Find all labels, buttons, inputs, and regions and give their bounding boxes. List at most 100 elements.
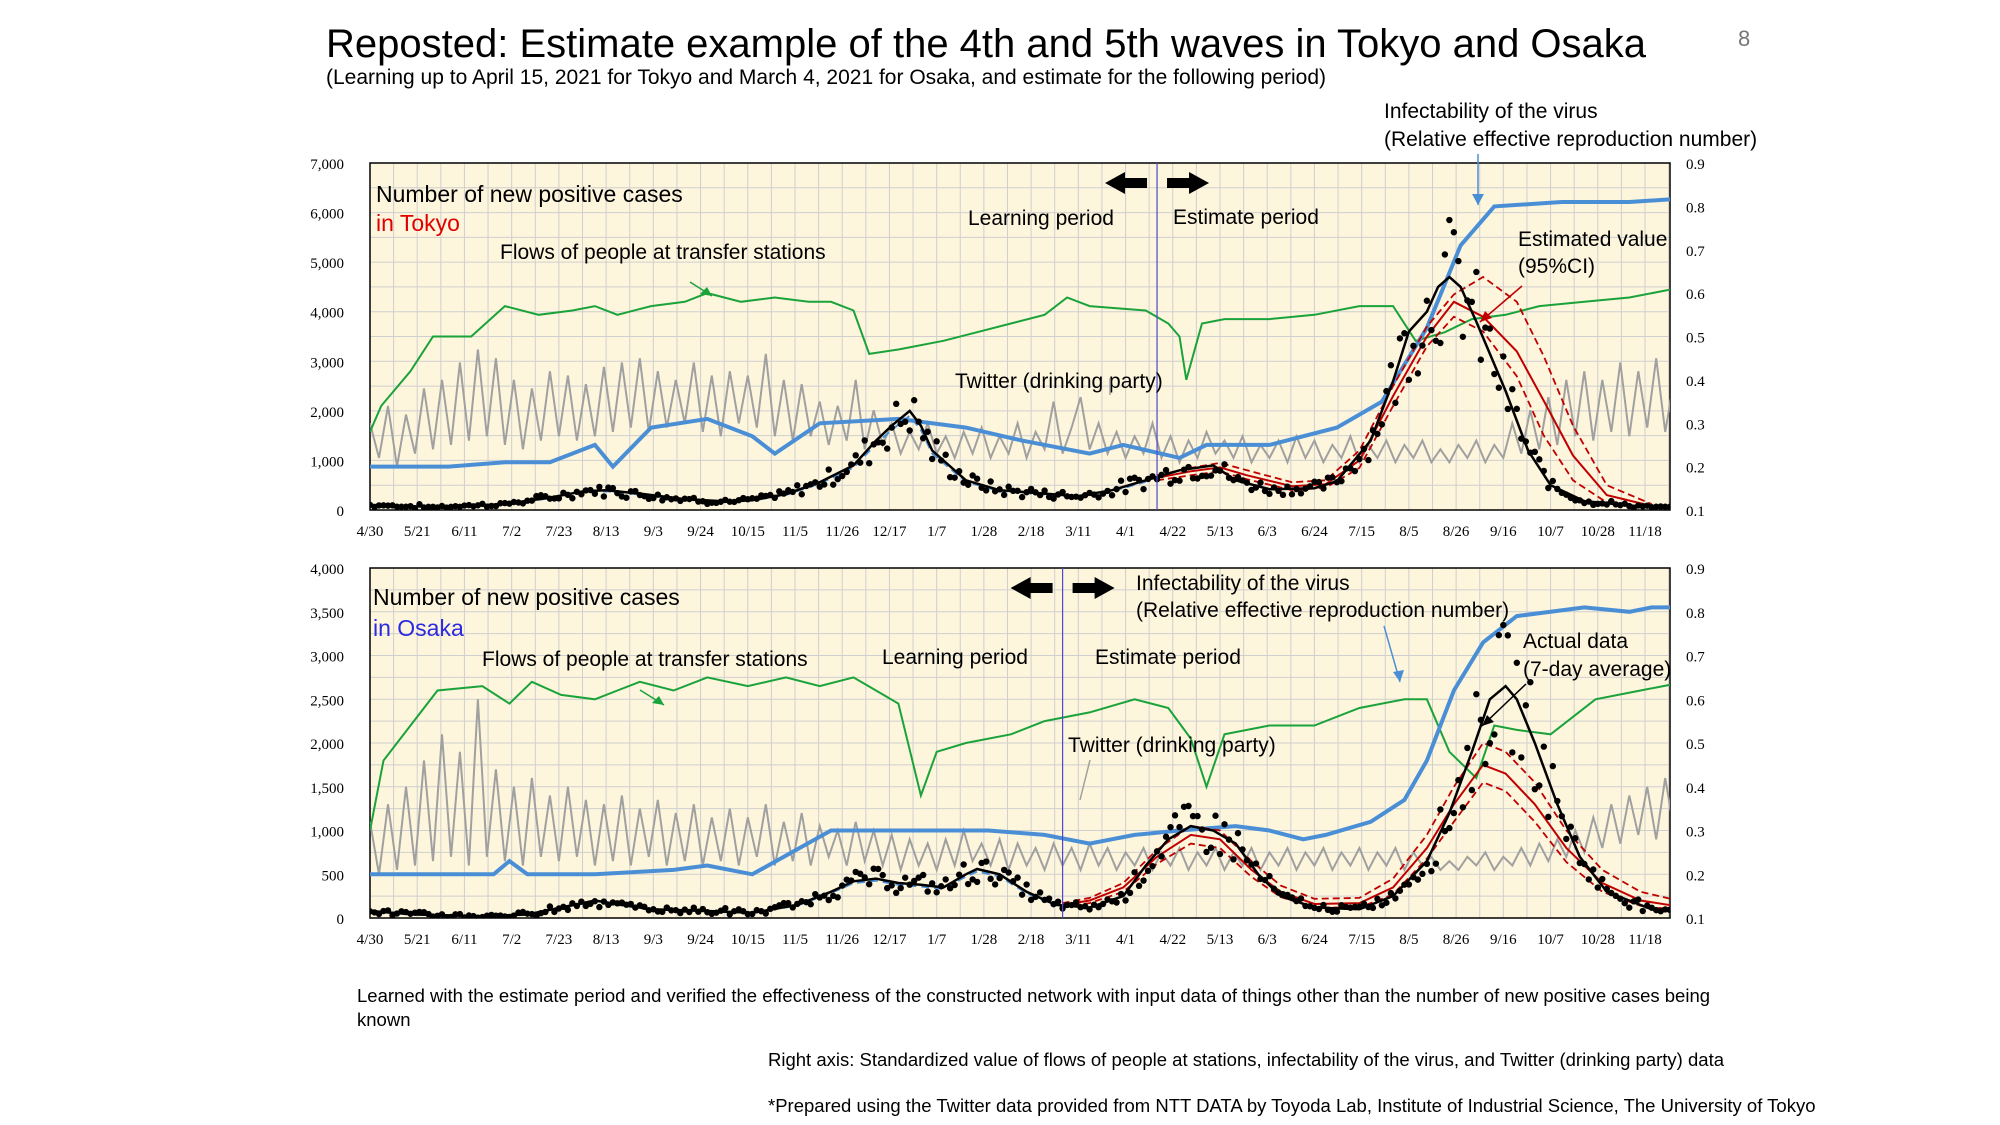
daily-case-dot [1676,908,1682,914]
actual-data-label-line1: Actual data [1523,630,1628,653]
daily-case-dot [1671,506,1677,512]
daily-case-dot [1050,495,1057,502]
x-tick-label: 10/28 [1581,932,1615,948]
daily-case-dot [951,474,958,481]
daily-case-dot [1333,908,1341,915]
daily-case-dot [411,505,419,510]
daily-case-dot [1140,877,1147,884]
daily-case-dot [425,503,432,510]
daily-case-dot [901,874,909,881]
x-tick-label: 1/7 [927,524,947,540]
daily-case-dot [542,908,549,916]
x-tick-label: 10/15 [731,932,765,948]
x-tick-label: 8/26 [1443,524,1470,540]
daily-case-dot [1032,893,1039,901]
daily-case-dot [1734,912,1740,918]
daily-case-dot [1279,491,1287,499]
daily-case-dot [928,455,936,463]
daily-case-dot [1450,229,1458,236]
daily-case-dot [1176,477,1183,484]
infectability-series-line [370,605,1670,877]
daily-case-dot [848,877,855,884]
daily-case-dot [1009,878,1017,885]
daily-case-dot [982,858,990,865]
daily-case-dot [384,907,392,914]
x-tick-label: 7/2 [502,932,521,948]
daily-case-dot [1743,913,1749,919]
learning-period-label: Learning period [882,646,1028,669]
daily-case-dot [1545,484,1552,492]
daily-case-dot [852,452,859,459]
daily-case-dot [668,907,675,914]
daily-case-dot [892,400,900,408]
flows-label: Flows of people at transfer stations [482,648,808,671]
twitter-pointer [1079,759,1091,801]
daily-case-dot [789,488,796,496]
daily-case-dot [587,486,594,494]
daily-case-dot [1401,330,1408,337]
daily-case-dot [524,497,531,504]
daily-case-dot [1635,896,1642,903]
daily-case-dot [1041,487,1048,494]
daily-case-dot [982,487,990,494]
x-tick-label: 9/24 [687,932,714,948]
page-title: Reposted: Estimate example of the 4th an… [326,22,1647,66]
y-right-tick-label: 0.6 [1686,287,1705,303]
daily-case-dot [1747,504,1753,510]
daily-case-dot [955,467,963,475]
daily-case-dot [1036,491,1044,499]
x-tick-label: 3/11 [1065,524,1091,540]
daily-case-dot [686,908,693,916]
daily-case-dot [1315,905,1323,913]
y-right-tick-label: 0.1 [1686,912,1705,928]
daily-case-dot [924,888,931,895]
daily-case-dot [1072,899,1080,906]
daily-case-dot [1288,491,1296,498]
daily-case-dot [1468,298,1476,306]
y-left-tick-label: 2,000 [310,737,344,753]
x-tick-label: 2/18 [1018,524,1045,540]
daily-case-dot [398,503,405,510]
daily-case-dot [1464,744,1471,752]
x-tick-label: 5/13 [1207,932,1234,948]
daily-case-dot [1504,632,1512,639]
daily-case-dot [866,880,873,888]
x-tick-label: 6/3 [1258,524,1277,540]
x-tick-label: 6/3 [1258,932,1277,948]
daily-case-dot [861,874,868,881]
region-label: in Osaka [373,615,464,641]
daily-case-dot [879,871,886,879]
daily-case-dot [1045,895,1053,902]
daily-case-dot [1617,895,1624,902]
x-tick-label: 12/17 [872,524,907,540]
daily-case-dot [1158,853,1165,860]
estimate-upper-line [1062,741,1670,904]
daily-case-dot [1239,846,1246,853]
x-tick-label: 6/11 [451,524,477,540]
daily-case-dot [1725,506,1731,512]
daily-case-dot [1203,848,1210,856]
daily-case-dot [762,910,769,917]
daily-case-dot [1450,809,1458,817]
daily-case-dot [1207,472,1215,479]
estimate-period-label: Estimate period [1173,206,1319,229]
x-tick-label: 9/16 [1490,932,1517,948]
daily-case-dot [1743,506,1749,512]
x-tick-label: 1/7 [927,932,947,948]
daily-case-dot [1360,900,1368,907]
daily-case-dot [1320,901,1327,909]
x-tick-label: 9/16 [1490,524,1517,540]
flows-series-line [370,288,1670,433]
daily-case-dot [1437,339,1444,347]
daily-case-dot [1621,899,1628,907]
daily-case-dot [834,475,841,483]
daily-case-dot [1770,507,1776,513]
daily-case-dot [569,495,576,502]
x-tick-label: 8/13 [593,524,620,540]
x-tick-label: 11/5 [782,524,808,540]
y-right-tick-label: 0.5 [1686,331,1705,347]
daily-case-dot [1459,333,1467,340]
daily-case-dot [1774,507,1780,513]
infectability-label-line1: Infectability of the virus [1136,572,1350,595]
daily-case-dot [861,437,868,444]
